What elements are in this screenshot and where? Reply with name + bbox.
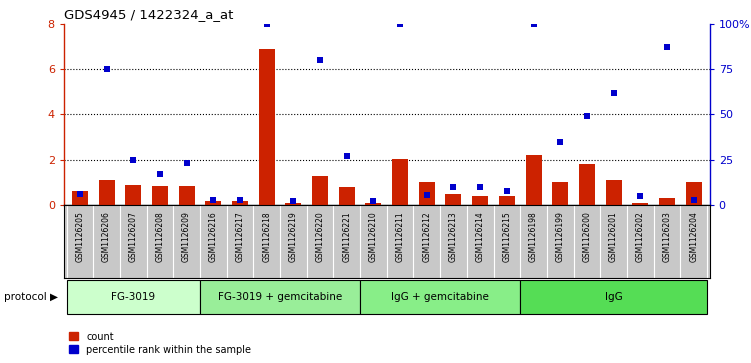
Point	[101, 66, 113, 72]
Bar	[499, 196, 515, 205]
Text: GSM1126220: GSM1126220	[315, 211, 324, 262]
Text: GSM1126219: GSM1126219	[289, 211, 298, 262]
Point	[261, 21, 273, 26]
Bar	[205, 201, 222, 205]
Bar	[285, 203, 301, 205]
Text: GSM1126214: GSM1126214	[475, 211, 484, 262]
Bar	[659, 198, 675, 205]
Point	[234, 197, 246, 203]
Bar	[445, 194, 462, 205]
Point	[288, 197, 300, 203]
Point	[608, 90, 620, 95]
Bar	[179, 186, 195, 205]
Bar	[152, 186, 168, 205]
Bar	[472, 196, 488, 205]
Point	[448, 184, 460, 190]
Text: GSM1126208: GSM1126208	[155, 211, 164, 262]
Bar	[419, 182, 435, 205]
Point	[661, 44, 673, 50]
Text: GSM1126202: GSM1126202	[636, 211, 645, 262]
Point	[180, 160, 192, 166]
Bar	[579, 164, 595, 205]
Text: IgG: IgG	[605, 292, 623, 302]
Bar	[232, 201, 248, 205]
Text: GSM1126205: GSM1126205	[75, 211, 84, 262]
Point	[527, 21, 539, 26]
Point	[421, 192, 433, 198]
Text: GSM1126218: GSM1126218	[262, 211, 271, 261]
Point	[688, 197, 700, 203]
Bar	[526, 155, 541, 205]
Bar	[605, 180, 622, 205]
Bar	[360, 280, 520, 314]
Text: GSM1126198: GSM1126198	[529, 211, 538, 262]
Point	[554, 139, 566, 144]
Text: GSM1126209: GSM1126209	[182, 211, 191, 262]
Point	[207, 197, 219, 203]
Text: GSM1126213: GSM1126213	[449, 211, 458, 262]
Point	[314, 57, 326, 63]
Text: GSM1126215: GSM1126215	[502, 211, 511, 262]
Text: IgG + gemcitabine: IgG + gemcitabine	[391, 292, 489, 302]
Text: GSM1126199: GSM1126199	[556, 211, 565, 262]
Point	[127, 157, 139, 163]
Bar	[552, 182, 569, 205]
Text: GSM1126206: GSM1126206	[102, 211, 111, 262]
Point	[394, 21, 406, 26]
Point	[501, 188, 513, 193]
Text: GSM1126203: GSM1126203	[662, 211, 671, 262]
Bar	[200, 280, 360, 314]
Legend: count, percentile rank within the sample: count, percentile rank within the sample	[68, 331, 251, 355]
Point	[154, 171, 166, 177]
Point	[367, 199, 379, 204]
Bar	[392, 159, 408, 205]
Text: GSM1126216: GSM1126216	[209, 211, 218, 262]
Text: protocol ▶: protocol ▶	[4, 292, 58, 302]
Text: GSM1126211: GSM1126211	[396, 211, 405, 261]
Bar	[686, 182, 701, 205]
Bar	[312, 176, 328, 205]
Bar	[67, 280, 200, 314]
Bar	[72, 192, 88, 205]
Text: GSM1126210: GSM1126210	[369, 211, 378, 262]
Text: FG-3019: FG-3019	[111, 292, 155, 302]
Text: FG-3019 + gemcitabine: FG-3019 + gemcitabine	[218, 292, 342, 302]
Point	[341, 153, 353, 159]
Text: GSM1126217: GSM1126217	[236, 211, 245, 262]
Bar	[366, 203, 382, 205]
Text: GSM1126204: GSM1126204	[689, 211, 698, 262]
Text: GSM1126200: GSM1126200	[583, 211, 592, 262]
Text: GSM1126212: GSM1126212	[422, 211, 431, 261]
Text: GSM1126201: GSM1126201	[609, 211, 618, 262]
Point	[74, 191, 86, 197]
Text: GSM1126207: GSM1126207	[128, 211, 137, 262]
Point	[581, 113, 593, 119]
Text: GSM1126221: GSM1126221	[342, 211, 351, 261]
Point	[474, 184, 486, 190]
Point	[635, 193, 647, 199]
Bar	[339, 187, 354, 205]
Text: GDS4945 / 1422324_a_at: GDS4945 / 1422324_a_at	[64, 8, 234, 21]
Bar	[258, 49, 275, 205]
Bar	[520, 280, 707, 314]
Bar	[98, 180, 115, 205]
Bar	[125, 185, 141, 205]
Bar	[632, 203, 648, 205]
